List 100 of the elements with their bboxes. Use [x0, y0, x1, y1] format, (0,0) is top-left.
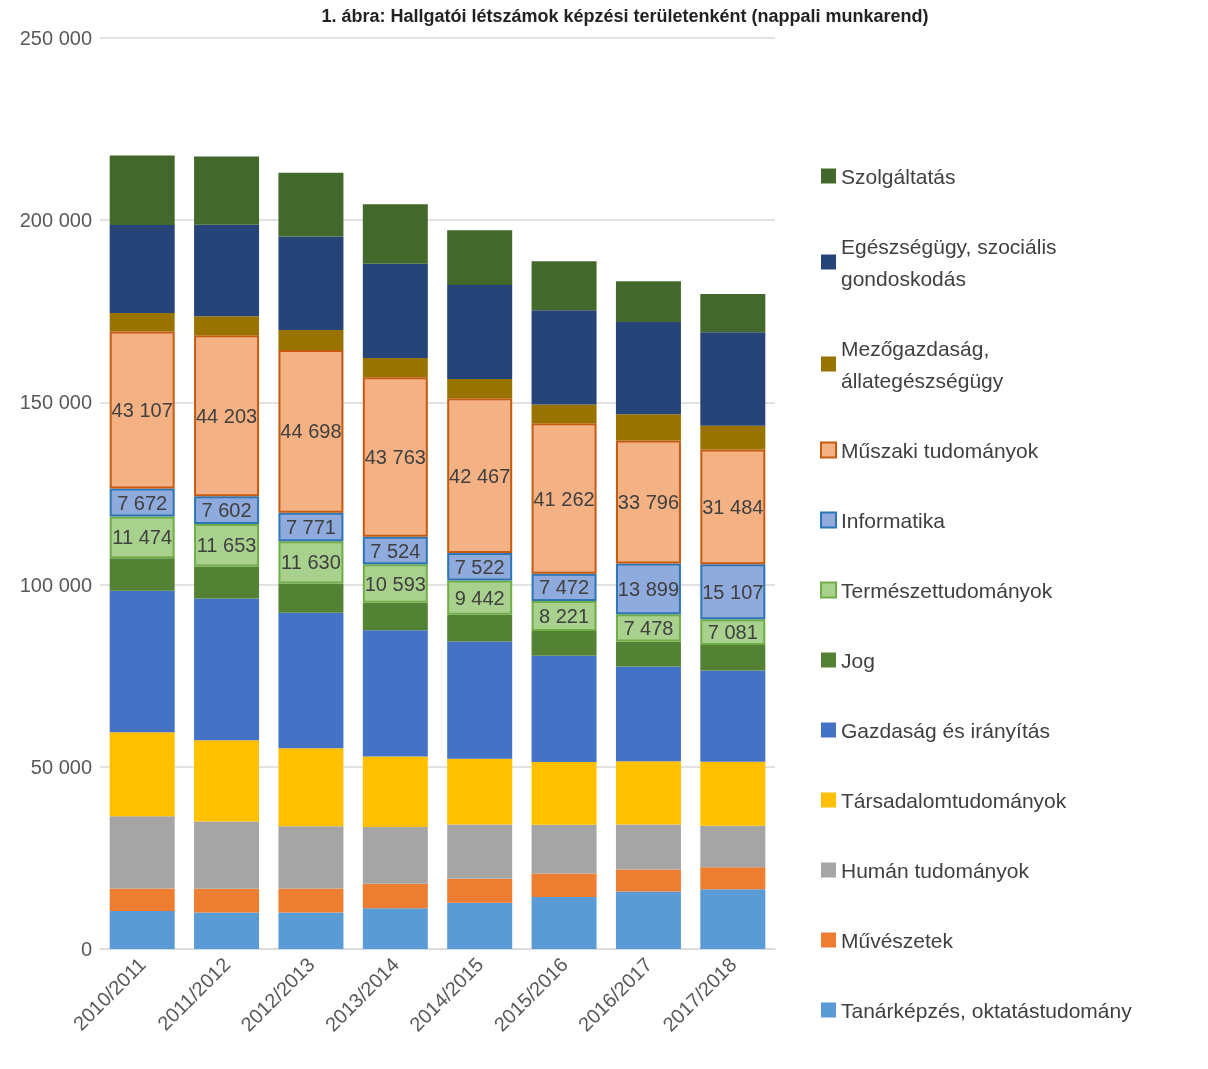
legend-label: Természettudományok — [841, 578, 1053, 602]
bar — [531, 261, 597, 311]
bar — [362, 883, 428, 909]
data-label: 31 484 — [702, 495, 764, 518]
data-label: 10 593 — [364, 572, 426, 595]
bar — [194, 888, 260, 913]
bar — [362, 826, 428, 884]
bar — [531, 404, 597, 424]
bar — [109, 911, 175, 949]
data-label: 43 763 — [364, 446, 426, 469]
bar — [447, 614, 513, 642]
bar — [531, 762, 597, 825]
bar — [531, 310, 597, 405]
bar — [531, 896, 597, 949]
bar — [447, 230, 513, 285]
bar — [194, 821, 260, 889]
data-label: 7 602 — [201, 499, 252, 522]
data-label: 33 796 — [617, 490, 680, 513]
bar — [447, 824, 513, 879]
bar — [447, 398, 513, 554]
bar — [700, 670, 766, 762]
bar — [109, 888, 175, 912]
bar — [700, 867, 766, 890]
data-label: 7 524 — [370, 539, 421, 562]
bar — [447, 378, 513, 399]
bar — [278, 912, 344, 949]
data-label: 43 107 — [111, 399, 173, 422]
bar — [278, 349, 344, 513]
data-label: 7 522 — [454, 555, 505, 578]
y-tick-label: 150 000 — [19, 391, 92, 414]
bar — [447, 758, 513, 825]
bar — [700, 645, 766, 671]
bar — [447, 641, 513, 759]
bar — [194, 335, 260, 497]
bar — [531, 630, 597, 656]
data-label: 11 474 — [112, 526, 173, 549]
bar — [278, 612, 344, 749]
bar — [615, 761, 681, 825]
legend-label: Egészségügy, szociális gondoskodás — [841, 234, 1063, 290]
data-label: 11 653 — [196, 534, 257, 557]
data-label: 7 771 — [285, 515, 336, 538]
bar — [447, 902, 513, 949]
y-tick-label: 200 000 — [19, 209, 92, 232]
bar — [615, 281, 681, 322]
bar — [194, 224, 260, 317]
bar — [700, 293, 766, 333]
data-label: 8 221 — [539, 604, 590, 627]
y-tick-label: 100 000 — [19, 573, 92, 596]
bar — [447, 284, 513, 379]
legend-label: Gazdaság és irányítás — [841, 718, 1050, 742]
legend-label: Társadalomtudományok — [841, 788, 1067, 812]
bar — [615, 414, 681, 441]
legend-label: Szolgáltatás — [841, 164, 956, 188]
data-label: 7 478 — [623, 616, 674, 639]
bar — [362, 630, 428, 757]
bar — [109, 331, 175, 489]
legend-label: Művészetek — [841, 928, 954, 952]
bar — [362, 908, 428, 949]
legend-label: Humán tudományok — [841, 858, 1030, 882]
bar — [109, 558, 175, 591]
data-label: 7 081 — [707, 621, 758, 644]
data-label: 13 899 — [617, 577, 680, 600]
bar — [194, 912, 260, 949]
bar — [109, 590, 175, 733]
bar — [278, 748, 344, 827]
bar — [615, 824, 681, 870]
bar — [615, 891, 681, 949]
bar — [278, 826, 344, 889]
bar — [278, 888, 344, 913]
data-label: 44 698 — [280, 420, 342, 443]
y-tick-label: 250 000 — [19, 27, 92, 49]
data-label: 7 472 — [539, 576, 590, 599]
legend-label: Mezőgazdaság, állategészségügy — [841, 336, 1004, 392]
bar — [362, 263, 428, 359]
bar — [615, 321, 681, 415]
bar — [700, 425, 766, 450]
data-label: 7 672 — [117, 491, 168, 514]
bar — [615, 440, 681, 564]
bar — [194, 598, 260, 741]
legend-label: Műszaki tudományok — [841, 438, 1039, 462]
data-label: 41 262 — [533, 487, 595, 510]
bar — [109, 155, 175, 226]
bar — [615, 666, 681, 762]
bar — [700, 761, 766, 826]
data-label: 44 203 — [195, 404, 258, 427]
bar — [531, 423, 597, 574]
bar — [278, 583, 344, 613]
bar — [362, 756, 428, 827]
data-label: 42 467 — [449, 464, 511, 487]
bar — [109, 732, 175, 817]
bar — [194, 740, 260, 822]
bar — [615, 641, 681, 667]
bar — [278, 172, 344, 237]
bar — [362, 358, 428, 378]
bar — [109, 312, 175, 332]
data-label: 11 630 — [281, 551, 341, 574]
bar — [362, 377, 428, 537]
y-tick-label: 50 000 — [30, 755, 92, 778]
bar — [615, 869, 681, 892]
bar — [109, 816, 175, 889]
